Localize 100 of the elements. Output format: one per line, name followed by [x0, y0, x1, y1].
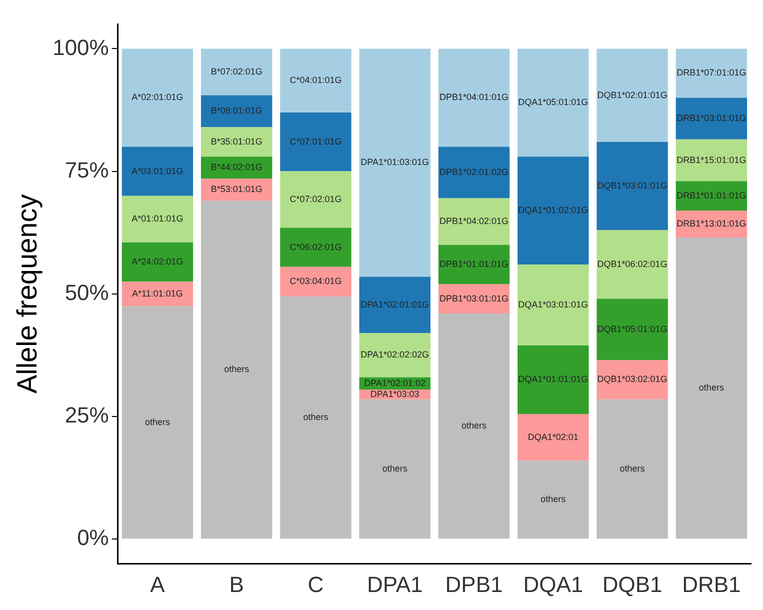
x-tick-label: DQA1 [523, 572, 584, 597]
data-label: DQA1*05:01:01G [518, 97, 588, 108]
y-tick-label: 0% [77, 525, 109, 550]
data-label: B*35:01:01G [210, 136, 262, 146]
bar [200, 127, 272, 157]
data-label: C*04:01:01G [290, 75, 342, 86]
bar [122, 196, 194, 242]
data-label: B*44:02:01G [210, 162, 262, 172]
data-label: DQB1*06:02:01G [597, 258, 668, 269]
x-tick-label: DPB1 [445, 572, 503, 597]
data-label: DPA1*01:03:01G [360, 157, 430, 168]
data-label: DPA1*02:01:01G [360, 299, 430, 310]
data-label: others [698, 382, 724, 393]
bar [122, 306, 194, 539]
bar [676, 98, 748, 140]
data-label: others [224, 364, 250, 374]
bar [280, 48, 352, 112]
bar [280, 266, 352, 296]
data-label: DPA1*02:02:02G [360, 350, 430, 360]
data-label: DRB1*13:01:01G [676, 218, 746, 229]
data-label: DQA1*01:01:01G [518, 374, 588, 384]
data-label: DQB1*02:01:01G [597, 90, 668, 100]
bar [122, 48, 194, 147]
y-tick-label: 25% [64, 402, 109, 428]
data-label: A*24:02:01G [132, 256, 184, 267]
bar [122, 242, 194, 282]
data-label: B*08:01:01G [210, 106, 262, 116]
bar [518, 156, 589, 264]
y-tick-label: 50% [64, 280, 109, 305]
data-label: others [303, 412, 329, 422]
data-label: DRB1*01:01:01G [676, 190, 746, 200]
x-tick-label: C [308, 572, 324, 597]
bar [676, 139, 748, 182]
data-label: A*01:01:01G [132, 214, 184, 224]
data-label: C*07:02:01G [290, 194, 342, 204]
data-label: DPB1*01:01:01G [439, 258, 509, 269]
bar [200, 48, 272, 96]
x-tick-label: DPA1 [366, 572, 423, 597]
data-label: A*11:01:01G [132, 288, 183, 298]
bar [438, 314, 510, 539]
data-label: C*06:02:01G [290, 242, 342, 252]
data-label: DPA1*03:03 [370, 388, 420, 399]
y-tick-label: 100% [52, 34, 109, 60]
bar [596, 142, 668, 230]
bar [438, 244, 510, 284]
y-axis-title: Allele frequency [12, 194, 43, 394]
data-label: DQA1*03:01:01G [518, 299, 588, 310]
data-label: others [461, 420, 488, 431]
y-tick-label: 75% [64, 157, 109, 182]
data-label: DQB1*03:01:01G [597, 180, 668, 191]
data-label: DPB1*04:02:01G [439, 216, 509, 226]
bar [518, 414, 589, 461]
x-tick-label: DQB1 [602, 572, 662, 597]
bar [359, 333, 430, 378]
data-label: A*02:01:01G [132, 92, 184, 102]
data-label: DQB1*03:02:01G [597, 374, 668, 384]
bar [518, 264, 589, 346]
data-label: DPB1*02:01:02G [439, 167, 509, 178]
bar [200, 95, 272, 128]
bar [280, 112, 352, 172]
bar [359, 276, 430, 334]
bar [518, 345, 589, 414]
bar [596, 48, 668, 142]
bar [200, 200, 272, 539]
x-tick-label: A [150, 572, 166, 597]
data-label: others [382, 463, 408, 474]
bar [280, 228, 352, 267]
bar [438, 146, 510, 198]
data-label: B*53:01:01G [210, 184, 262, 194]
data-label: C*03:04:01G [290, 276, 342, 286]
bar [676, 238, 748, 539]
data-label: DQA1*01:02:01G [518, 205, 588, 216]
data-label: DRB1*03:01:01G [676, 113, 746, 124]
data-label: DPA1*02:01:02 [364, 378, 426, 388]
bar [359, 48, 430, 277]
data-label: B*07:02:01G [210, 66, 262, 76]
data-label: C*07:01:01G [290, 136, 342, 146]
data-label: A*03:01:01G [132, 166, 184, 176]
data-label: DQB1*05:01:01G [597, 324, 668, 334]
data-label: others [540, 494, 566, 504]
data-label: others [620, 463, 646, 474]
data-label: DQA1*02:01 [528, 432, 578, 442]
bar [122, 146, 194, 196]
bar [676, 48, 748, 98]
bar [596, 399, 668, 539]
data-label: DRB1*07:01:01G [676, 68, 746, 78]
bar [280, 296, 352, 539]
bar [596, 360, 668, 400]
bar [518, 48, 589, 157]
bar [438, 48, 510, 147]
data-label: DRB1*15:01:01G [676, 154, 746, 165]
data-label: others [144, 416, 170, 427]
bar [280, 171, 352, 228]
data-label: DPB1*04:01:01G [439, 92, 509, 102]
bar [596, 230, 668, 299]
bar [359, 399, 430, 539]
bar [438, 198, 510, 245]
x-tick-label: DRB1 [682, 572, 741, 597]
x-tick-label: B [229, 572, 244, 597]
bar [122, 282, 194, 306]
